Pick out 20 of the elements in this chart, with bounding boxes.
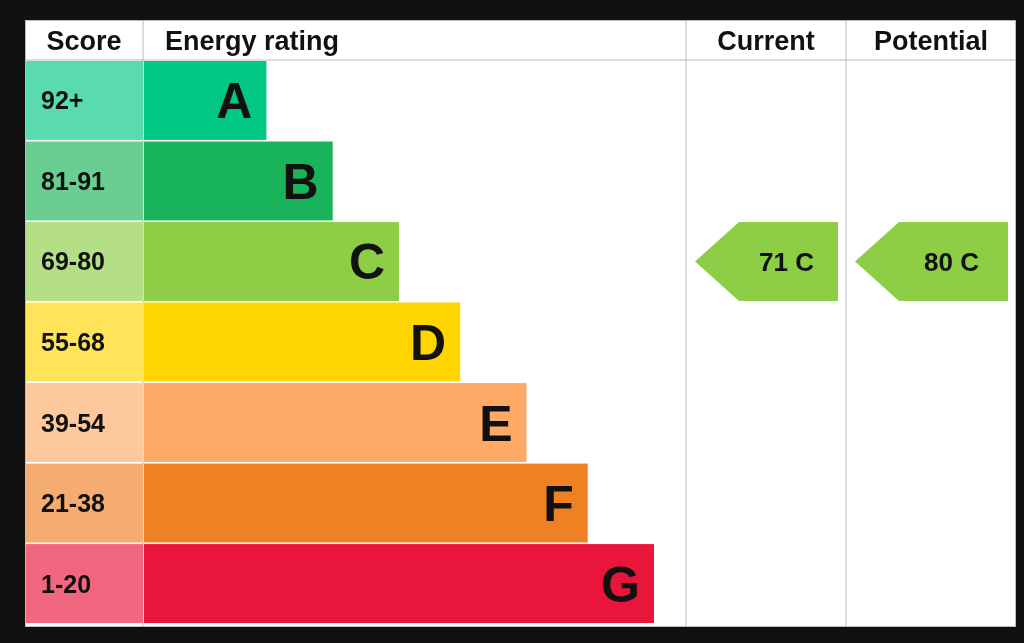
text: 92+ — [41, 86, 84, 115]
y-tick-label: D — [410, 315, 447, 371]
y-tick-label: G — [601, 556, 640, 613]
y-tick-label: F — [543, 476, 574, 533]
text: 1-20 — [41, 569, 92, 598]
text: 55-68 — [41, 328, 106, 356]
y-tick-label: B — [282, 153, 319, 210]
text: 71 C — [759, 246, 815, 277]
text: 69-80 — [41, 247, 105, 276]
text: 21-38 — [41, 489, 106, 518]
text: Score — [46, 25, 122, 56]
text: 81-91 — [41, 166, 106, 195]
y-tick-label: E — [479, 395, 513, 452]
text: 80 C — [924, 246, 980, 277]
y-tick-label: A — [216, 73, 253, 130]
annotation: Energy rating — [165, 25, 340, 56]
y-tick-label: C — [348, 234, 385, 291]
text: Current — [717, 25, 815, 56]
text: Potential — [873, 25, 989, 56]
text: 39-54 — [41, 408, 106, 437]
